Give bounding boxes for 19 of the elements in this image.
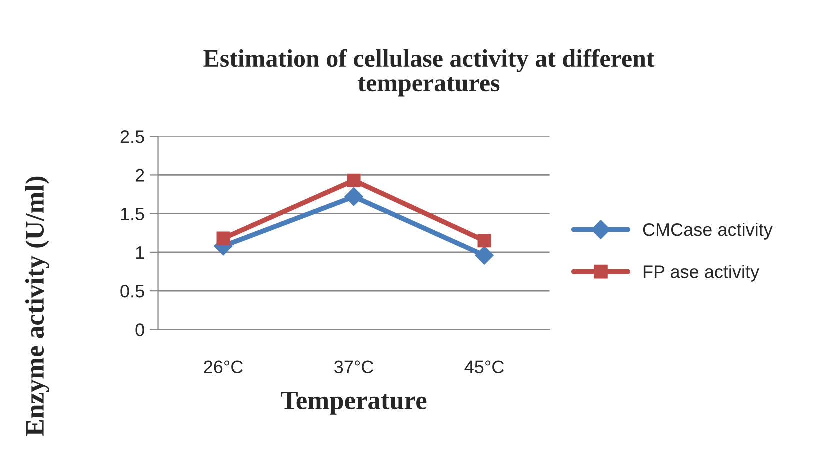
point	[478, 234, 492, 248]
legend-label: FP ase activity	[644, 265, 760, 282]
x-axis-title: Temperature	[281, 392, 427, 415]
y-axis-title: Enzyme activity (U/ml)	[25, 176, 50, 436]
x-tick-label: 37°C	[334, 360, 374, 374]
y-tick-label: 0.5	[120, 285, 144, 298]
x-tick-label: 26°C	[204, 360, 244, 374]
y-tick-label: 1.5	[121, 208, 144, 221]
y-tick-label: 2.5	[120, 130, 144, 144]
legend-label: CMCase activity	[643, 222, 773, 240]
point	[216, 232, 230, 246]
point	[344, 187, 364, 206]
point	[475, 246, 494, 265]
y-tick-label: 0	[136, 324, 144, 336]
y-tick-label: 1	[136, 246, 144, 259]
y-tick-label: 2	[136, 169, 144, 182]
x-tick-label: 45°C	[464, 360, 504, 374]
point	[347, 174, 361, 188]
chart-title: Estimation of cellulase activity at different temperatures	[204, 49, 655, 97]
